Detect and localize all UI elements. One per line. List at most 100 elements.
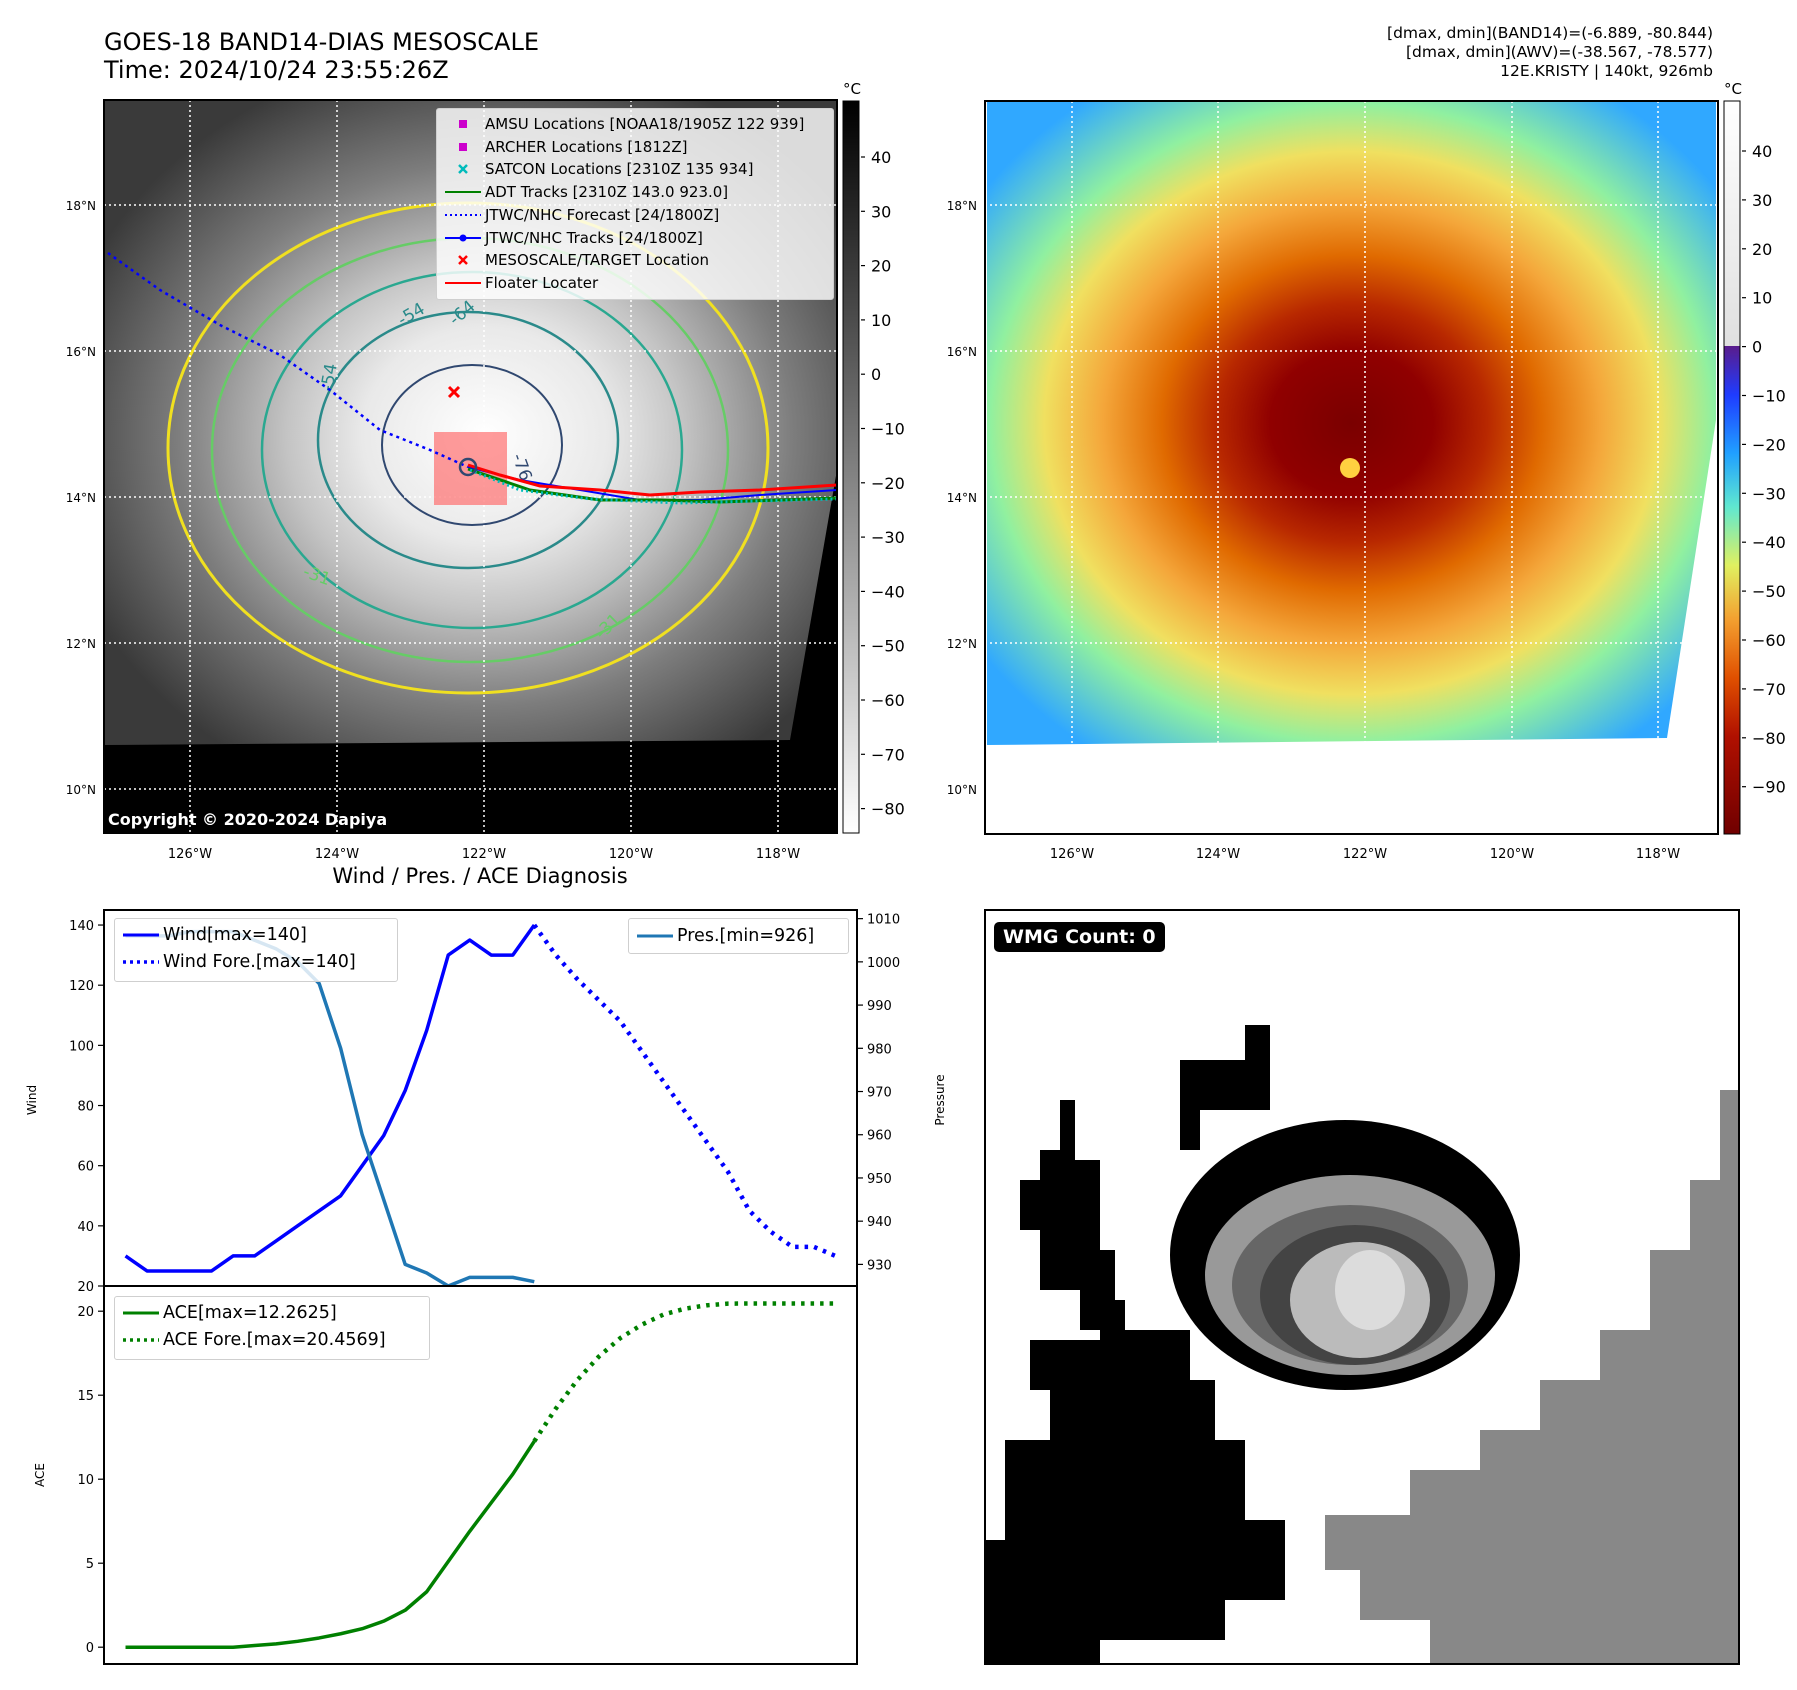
colorbar-tick-label: 0: [871, 365, 881, 384]
lat-tick: 16°N: [66, 345, 96, 359]
legend-label: AMSU Locations [NOAA18/1905Z 122 939]: [485, 115, 805, 133]
floater-track: [467, 463, 838, 497]
awv-eye: [1340, 458, 1360, 478]
legend-label: ACE Fore.[max=20.4569]: [163, 1330, 386, 1350]
legend-symbol: [445, 191, 481, 194]
info-band14-range: [dmax, dmin](BAND14)=(-6.889, -80.844): [1387, 24, 1713, 42]
colorbar-tick-label: −50: [871, 637, 905, 656]
legend-label: JTWC/NHC Tracks [24/1800Z]: [485, 228, 703, 247]
colorbar-tick-label: 10: [871, 311, 891, 330]
colorbar-tick-label: −50: [1752, 582, 1786, 601]
colorbar-tick-label: 30: [871, 202, 891, 221]
y-tick-label: 60: [77, 1160, 94, 1175]
y-tick-label: 20: [77, 1305, 94, 1320]
wmg-black-region: [985, 1300, 1285, 1664]
y-tick-label: 140: [69, 919, 94, 934]
figure-title: GOES-18 BAND14-DIAS MESOSCALE: [104, 28, 540, 56]
lat-tick: 14°N: [66, 491, 96, 505]
lat-tick: 12°N: [947, 637, 977, 651]
series-line: [532, 923, 837, 1258]
legend-label: SATCON Locations [2310Z 135 934]: [485, 160, 754, 179]
target-marker: [447, 385, 461, 399]
y-right-tick-label: 930: [867, 1258, 892, 1273]
lat-tick: 12°N: [66, 637, 96, 651]
colorbar-tick-label: 40: [1752, 142, 1772, 161]
colorbar-tick-label: 20: [871, 257, 891, 276]
lon-tick: 120°W: [609, 847, 653, 862]
colorbar-tick-label: −60: [871, 691, 905, 710]
colorbar-tick-label: −20: [1752, 435, 1786, 454]
lon-tick: 118°W: [756, 847, 800, 862]
legend-label: Wind[max=140]: [163, 925, 307, 945]
colorbar-tick-label: −30: [1752, 484, 1786, 503]
ace-plot: 0 5 10 15 20: [77, 1301, 836, 1656]
colorbar-tick-label: −30: [871, 528, 905, 547]
legend-symbol: [445, 234, 481, 241]
y-tick-label: 10: [77, 1473, 94, 1488]
colorbar-tick-label: −20: [871, 474, 905, 493]
colorbar-tick-label: 30: [1752, 191, 1772, 210]
series-line: [532, 1301, 836, 1443]
awv-gridlines: [985, 101, 1718, 834]
colorbar-tick-label: −60: [1752, 631, 1786, 650]
info-awv-range: [dmax, dmin](AWV)=(-38.567, -78.577): [1406, 43, 1713, 61]
legend-label: Floater Locater: [485, 273, 599, 292]
legend-label: Wind Fore.[max=140]: [163, 952, 356, 972]
colorbar-tick-label: −10: [871, 420, 905, 439]
contour-label: -54: [317, 362, 342, 393]
legend-label: MESOSCALE/TARGET Location: [485, 251, 710, 270]
satcon-track: [469, 468, 838, 505]
lon-tick: 126°W: [168, 847, 212, 862]
colorbar-unit: °C: [1724, 80, 1742, 98]
map-legend: AMSU Locations [NOAA18/1905Z 122 939] ARC…: [436, 108, 834, 300]
y-tick-label: 20: [77, 1280, 94, 1295]
colorbar-tick-label: −10: [1752, 387, 1786, 406]
series-line: [124, 924, 536, 1273]
colorbar-gray: [842, 100, 860, 834]
wind-legend: Wind[max=140] Wind Fore.[max=140]: [114, 918, 398, 982]
colorbar-tick-label: −40: [1752, 533, 1786, 552]
adt-track: [467, 467, 838, 504]
lon-tick: 122°W: [1343, 847, 1387, 862]
legend-label: ACE[max=12.2625]: [163, 1303, 337, 1323]
lon-tick: 118°W: [1636, 847, 1680, 862]
lat-tick: 18°N: [947, 199, 977, 213]
colorbar-tick-label: 20: [1752, 240, 1772, 259]
wmg-gray-region: [1325, 1090, 1739, 1664]
lon-tick: 122°W: [462, 847, 506, 862]
y-right-tick-label: 990: [867, 999, 892, 1014]
figure-time: Time: 2024/10/24 23:55:26Z: [104, 56, 449, 84]
y-right-tick-label: 950: [867, 1172, 892, 1187]
legend-label: JTWC/NHC Forecast [24/1800Z]: [485, 205, 720, 224]
lon-tick: 120°W: [1490, 847, 1534, 862]
legend-symbol: [458, 255, 468, 266]
ace-axis-label: ACE: [33, 1463, 47, 1487]
colorbar-tick-label: 40: [871, 148, 891, 167]
colorbar-tick-label: 10: [1752, 289, 1772, 308]
legend-label: ARCHER Locations [1812Z]: [485, 137, 688, 156]
legend-symbol: [459, 120, 467, 128]
legend-label: ADT Tracks [2310Z 143.0 923.0]: [485, 183, 729, 202]
colorbar-tick-label: −70: [1752, 680, 1786, 699]
legend-symbol: [445, 213, 481, 216]
pressure-axis-label: Pressure: [933, 1074, 947, 1125]
wmg-panel: [984, 909, 1740, 1665]
legend-symbol: [445, 281, 481, 284]
colorbar-tick-label: −80: [871, 800, 905, 819]
colorbar-tick-label: −90: [1752, 778, 1786, 797]
y-tick-label: 100: [69, 1039, 94, 1054]
lat-tick: 16°N: [947, 345, 977, 359]
y-right-tick-label: 940: [867, 1215, 892, 1230]
y-tick-label: 0: [86, 1641, 94, 1656]
eye-contour: [458, 457, 478, 477]
ace-legend: ACE[max=12.2625] ACE Fore.[max=20.4569]: [114, 1296, 430, 1360]
y-right-tick-label: 970: [867, 1086, 892, 1101]
y-right-tick-label: 960: [867, 1129, 892, 1144]
lon-tick: 126°W: [1050, 847, 1094, 862]
lat-tick: 10°N: [66, 783, 96, 797]
colorbar-tick-label: −70: [871, 745, 905, 764]
awv-map-panel: [984, 100, 1719, 835]
y-right-tick-label: 1010: [867, 913, 900, 928]
legend-symbol: [459, 142, 467, 151]
